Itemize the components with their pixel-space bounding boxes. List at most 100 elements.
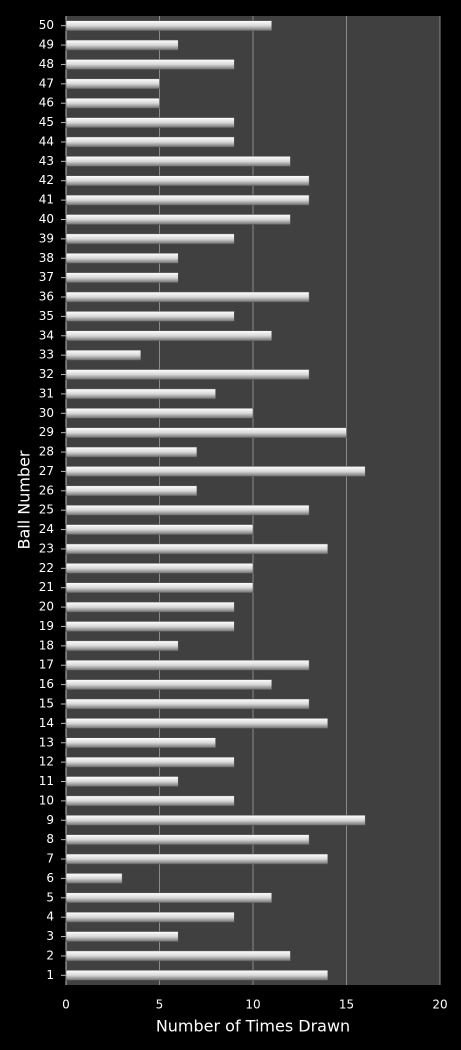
x-tick-label: 20	[432, 998, 447, 1012]
y-tick-label: 10	[39, 793, 54, 807]
bar	[65, 640, 179, 652]
y-tick-label: 14	[39, 716, 54, 730]
y-tick-label: 34	[39, 328, 54, 342]
y-tick-label: 49	[39, 38, 54, 52]
y-tick-label: 22	[39, 561, 54, 575]
y-tick-label: 36	[39, 290, 54, 304]
y-tick-label: 27	[39, 464, 54, 478]
y-tick-label: 2	[46, 948, 54, 962]
bar	[65, 601, 235, 613]
y-tick-label: 28	[39, 445, 54, 459]
y-tick-label: 42	[39, 173, 54, 187]
bar	[65, 524, 254, 535]
bar	[65, 175, 310, 186]
bar	[65, 20, 272, 31]
y-tick-label: 31	[39, 386, 54, 400]
y-tick-label: 24	[39, 522, 54, 536]
bar	[65, 446, 198, 458]
bar	[65, 543, 329, 555]
y-tick-label: 37	[39, 270, 54, 284]
bar	[65, 563, 254, 574]
bar	[65, 330, 272, 342]
bar	[65, 194, 310, 206]
x-tick-label: 5	[156, 998, 164, 1012]
bar	[65, 39, 179, 51]
y-tick-label: 19	[39, 619, 54, 633]
y-axis-title: Ball Number	[15, 450, 34, 549]
bar	[65, 873, 123, 884]
bar	[65, 504, 310, 516]
bar	[65, 466, 366, 477]
bar	[65, 970, 329, 981]
y-tick-label: 16	[39, 677, 54, 691]
y-tick-label: 46	[39, 96, 54, 110]
bar	[65, 659, 310, 671]
bar	[65, 776, 179, 787]
y-tick-label: 41	[39, 193, 54, 207]
bar	[65, 78, 160, 90]
bar	[65, 815, 366, 826]
y-tick-label: 33	[39, 348, 54, 362]
y-tick-label: 17	[39, 658, 54, 672]
bar	[65, 582, 254, 593]
y-tick-label: 48	[39, 57, 54, 71]
y-tick-label: 7	[46, 852, 54, 866]
bar	[65, 427, 347, 438]
y-tick-label: 21	[39, 580, 54, 594]
bar	[65, 369, 310, 380]
bar	[65, 756, 235, 768]
bar	[65, 718, 329, 729]
bar	[65, 214, 291, 225]
y-tick-label: 26	[39, 483, 54, 497]
bar	[65, 911, 235, 923]
bar	[65, 485, 198, 497]
bar	[65, 136, 235, 148]
x-tick-label: 0	[62, 998, 70, 1012]
y-tick-label: 35	[39, 309, 54, 323]
y-tick-label: 44	[39, 134, 54, 148]
y-tick-label: 38	[39, 251, 54, 265]
bar	[65, 233, 235, 245]
y-tick-label: 39	[39, 231, 54, 245]
y-tick-label: 8	[46, 832, 54, 846]
bar	[65, 253, 179, 264]
y-tick-label: 50	[39, 18, 54, 32]
bar	[65, 950, 291, 962]
y-tick-label: 30	[39, 406, 54, 420]
y-tick-label: 45	[39, 115, 54, 129]
bar	[65, 311, 235, 322]
x-tick-label: 15	[339, 998, 354, 1012]
bar	[65, 892, 272, 904]
y-tick-label: 23	[39, 541, 54, 555]
y-tick-label: 1	[46, 968, 54, 982]
bar	[65, 737, 216, 748]
y-tick-label: 32	[39, 367, 54, 381]
bar	[65, 853, 329, 865]
bar	[65, 349, 142, 361]
y-tick-label: 18	[39, 638, 54, 652]
y-tick-label: 47	[39, 76, 54, 90]
bar	[65, 408, 254, 419]
bar	[65, 59, 235, 70]
y-tick-label: 4	[46, 910, 54, 924]
y-tick-label: 9	[46, 813, 54, 827]
y-tick-label: 29	[39, 425, 54, 439]
bar	[65, 156, 291, 167]
y-tick-label: 5	[46, 890, 54, 904]
x-tick-label: 10	[245, 998, 260, 1012]
y-tick-label: 25	[39, 503, 54, 517]
y-tick-label: 20	[39, 600, 54, 614]
bar	[65, 388, 216, 400]
bar	[65, 272, 179, 283]
bar	[65, 291, 310, 303]
y-tick-label: 40	[39, 212, 54, 226]
bar	[65, 97, 160, 109]
bar	[65, 698, 310, 710]
bar	[65, 834, 310, 845]
bar	[65, 621, 235, 632]
y-tick-label: 15	[39, 696, 54, 710]
bar	[65, 679, 272, 690]
y-tick-label: 11	[39, 774, 54, 788]
bar	[65, 795, 235, 807]
